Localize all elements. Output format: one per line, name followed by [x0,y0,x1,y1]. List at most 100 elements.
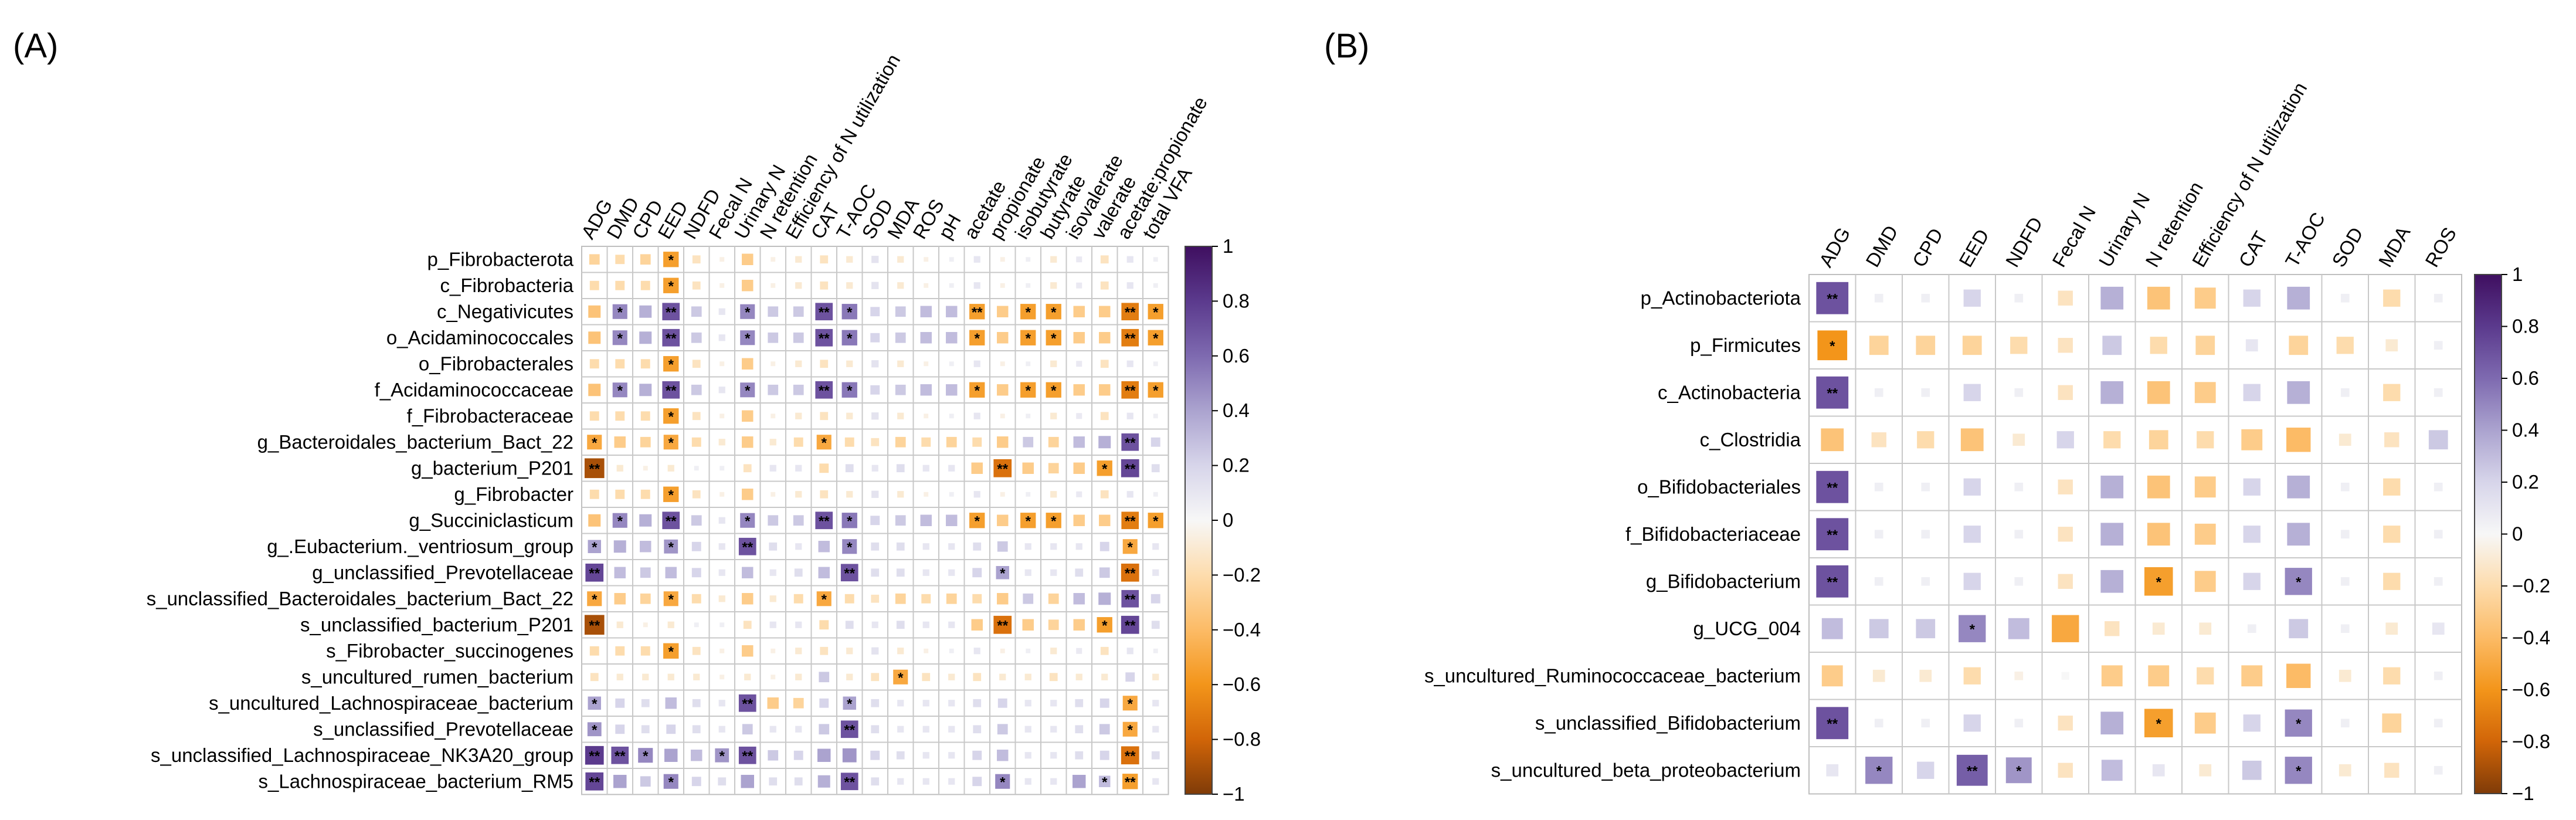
panel-a-cell-r19-c1 [611,746,629,764]
panel-a-cell-r19-c18 [1050,752,1057,759]
panel-a-cell-r14-c10 [845,621,854,629]
panel-b-cell-r1-c1 [1869,336,1889,355]
panel-b-cell-r5-c6 [2100,523,2124,546]
panel-b-cell-r1-c5 [2058,338,2073,353]
panel-a-sig-r20-c0: ** [589,774,600,790]
panel-b-sig-r7-c3: * [1970,622,1976,638]
panel-a-cell-r11-c10 [842,539,857,554]
panel-a-cell-r0-c5 [719,257,725,262]
panel-b-cell-r9-c11 [2340,719,2350,728]
panel-b-cell-r6-c6 [2100,570,2124,593]
panel-b-cell-r6-c1 [1874,577,1883,586]
panel-a-sig-r17-c0: * [592,696,598,712]
panel-b-colorbar-tick-6: −0.2 [2512,575,2550,597]
panel-a-cell-r0-c21 [1126,256,1133,263]
panel-a-cell-r19-c4 [691,750,702,761]
panel-b-label: (B) [1324,27,1369,65]
panel-a-sig-r10-c15: * [975,513,980,529]
panel-b-colorbar [2474,274,2502,794]
panel-a-cell-r9-c18 [1050,491,1057,498]
panel-b-cell-r0-c3 [1963,289,1981,307]
panel-a-cell-r20-c16 [995,774,1010,789]
panel-a-cell-r10-c14 [946,514,958,526]
panel-b-cell-r4-c5 [2058,479,2073,494]
panel-a-cell-r9-c21 [1126,491,1133,498]
panel-a-cell-r16-c19 [1075,673,1082,680]
panel-b-cell-r0-c1 [1874,293,1883,303]
panel-a-colorbar-tick-2: 0.6 [1223,345,1250,367]
panel-a-cell-r1-c20 [1100,281,1109,290]
panel-a-cell-r11-c11 [871,542,880,551]
panel-a-cell-r19-c14 [948,752,955,759]
panel-a-cell-r13-c4 [691,594,701,604]
panel-a-cell-r4-c15 [973,360,980,367]
panel-b-cell-r8-c4 [2014,671,2024,680]
panel-a-cell-r7-c8 [793,437,803,447]
panel-a-cell-r6-c4 [692,412,701,421]
panel-b-cell-r1-c7 [2150,337,2167,354]
panel-b-colorbar-tick-5: 0 [2512,523,2523,545]
panel-b-cell-r10-c2 [1917,761,1934,779]
panel-b-cell-r7-c13 [2432,622,2445,635]
panel-a-cell-r10-c21 [1121,511,1139,530]
panel-a-cell-r3-c22 [1148,330,1163,345]
panel-b-cell-r4-c2 [1921,482,1930,492]
panel-a-sig-r5-c10: * [847,383,853,399]
panel-a-cell-r17-c18 [1050,700,1057,707]
panel-a-cell-r8-c12 [896,464,905,473]
panel-a-cell-r13-c9 [816,591,831,606]
panel-b-cell-r0-c7 [2147,286,2170,310]
panel-a-cell-r4-c1 [615,359,625,369]
panel-b-col-label-adg: ADG [1815,223,1855,270]
panel-a-cell-r8-c1 [616,465,623,472]
panel-a-cell-r15-c0 [589,646,599,656]
panel-b-cell-r10-c6 [2101,760,2123,781]
panel-b-cell-r5-c12 [2383,526,2401,543]
panel-a-cell-r7-c5 [718,439,725,446]
panel-a-cell-r10-c12 [895,515,906,526]
panel-b-cell-r1-c11 [2336,337,2354,354]
panel-a-cell-r17-c22 [1152,700,1159,707]
panel-b-cell-r9-c8 [2194,712,2216,734]
panel-a-cell-r4-c10 [846,360,853,367]
panel-b-cell-r3-c12 [2384,432,2399,448]
panel-a-cell-r4-c4 [692,360,701,368]
panel-b-colorbar-tick-4: 0.2 [2512,471,2539,493]
panel-a-cell-r0-c12 [897,256,904,263]
panel-a-colorbar-tick-4: 0.2 [1223,455,1250,476]
panel-a-cell-r2-c3 [662,303,680,321]
panel-a-sig-r19-c6: ** [742,748,753,764]
panel-a-cell-r19-c15 [972,750,982,760]
panel-a-cell-r20-c14 [948,778,955,785]
panel-a-cell-r0-c2 [640,254,651,265]
panel-a-cell-r15-c2 [640,646,650,656]
panel-a-cell-r20-c19 [1073,775,1086,788]
panel-a-cell-r10-c13 [920,514,932,526]
panel-a-cell-r9-c17 [1026,492,1031,497]
panel-b-sig-r1-c0: * [1830,338,1835,354]
panel-a-cell-r1-c12 [897,282,904,289]
panel-a-cell-r3-c11 [870,333,880,343]
panel-a-sig-r8-c0: ** [589,461,600,477]
panel-a-cell-r15-c22 [1153,648,1158,653]
panel-a-cell-r16-c15 [973,673,982,682]
panel-b-cell-r9-c4 [2014,719,2024,728]
panel-a-sig-r11-c21: * [1128,540,1133,555]
panel-a-cell-r6-c15 [973,412,980,419]
panel-a-cell-r11-c15 [973,542,982,551]
panel-b-cell-r5-c13 [2434,530,2443,539]
panel-a-cell-r19-c8 [793,750,803,760]
panel-a-sig-r5-c3: ** [666,383,677,399]
panel-a-cell-r1-c3 [663,277,679,293]
panel-a-row-label-g-unclassified-prevotellaceae: g_unclassified_Prevotellaceae [312,561,573,583]
panel-b-cell-r0-c13 [2434,293,2443,303]
panel-a-cell-r19-c21 [1121,746,1139,765]
panel-a-cell-r1-c15 [973,282,980,289]
panel-a-cell-r4-c2 [640,359,650,369]
panel-a-sig-r1-c3: * [668,279,674,294]
panel-a-cell-r6-c6 [742,410,754,422]
panel-a-cell-r11-c2 [640,541,651,553]
panel-b-cell-r4-c13 [2434,482,2443,492]
panel-b-cell-r9-c5 [2058,716,2073,731]
panel-a-cell-r0-c4 [692,255,701,264]
